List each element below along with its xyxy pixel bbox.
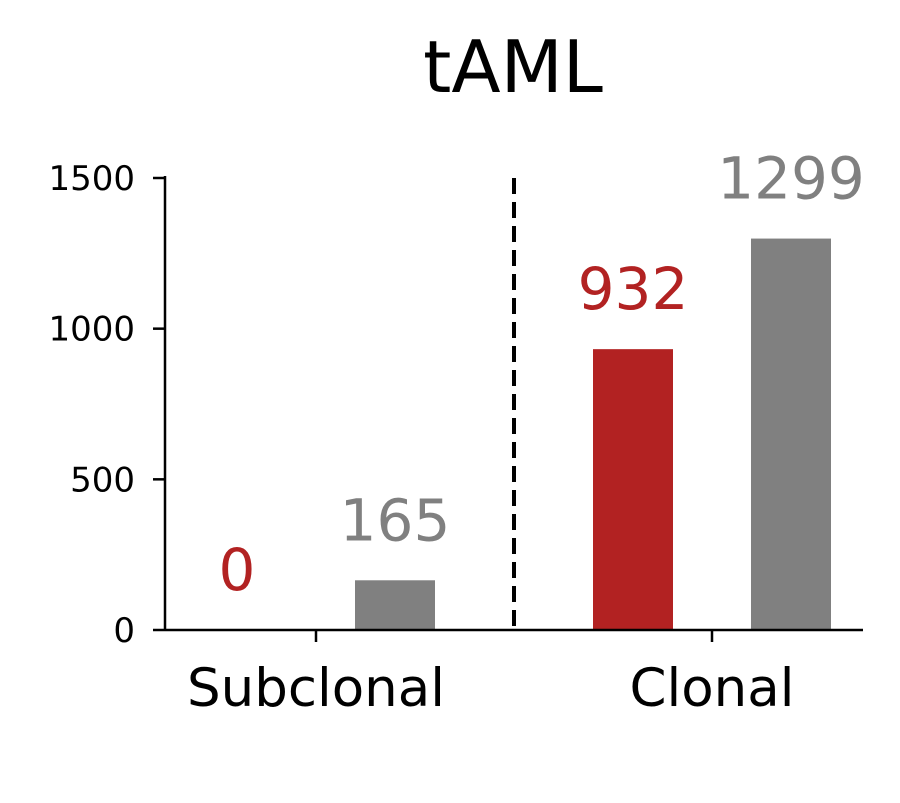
chart-title: tAML: [423, 25, 603, 109]
y-tick-label: 1500: [48, 159, 135, 199]
bar-value-label: 0: [219, 536, 256, 604]
bar-value-label: 932: [578, 255, 689, 323]
bar-value-label: 1299: [717, 145, 865, 213]
bar-subclonal-2: [355, 580, 435, 630]
y-tick-label: 500: [70, 460, 135, 500]
plot-area: 0 932 165 1299 0 500 1000 1500 Subclonal Clonal: [48, 145, 864, 719]
bar-value-label: 165: [340, 486, 451, 554]
y-tick-label: 0: [113, 611, 135, 651]
bar-clonal-2: [751, 238, 831, 630]
bar-clonal-1: [593, 349, 673, 630]
y-tick-label: 1000: [48, 310, 135, 350]
x-tick-label: Clonal: [630, 658, 795, 719]
x-tick-label: Subclonal: [187, 658, 445, 719]
